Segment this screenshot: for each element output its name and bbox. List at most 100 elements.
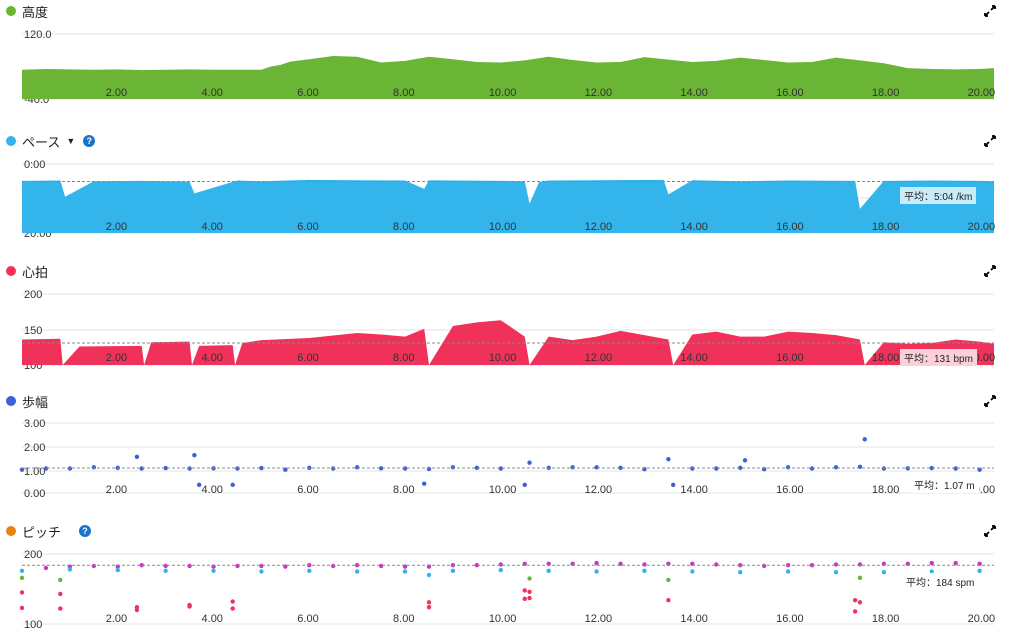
- data-point: [283, 467, 288, 472]
- data-point: [852, 598, 858, 603]
- data-point: [570, 465, 575, 470]
- heart-rate-average-badge: 平均：131 bpm: [900, 349, 977, 366]
- stride-panel: 歩幅 3.00 2.00 1.00 0.00 2.00 4.00 6.00 8.00 10.00…: [0, 390, 1024, 500]
- pace-chart: 0:0010:0020:002.004.006.008.0010.0012.00…: [22, 159, 995, 240]
- x-tick-label: 8.00: [393, 484, 414, 496]
- data-point: [977, 568, 982, 573]
- expand-icon[interactable]: [984, 135, 996, 147]
- x-tick-label: 6.00: [297, 221, 318, 233]
- data-point: [690, 569, 695, 574]
- x-tick-label: 18.00: [872, 613, 900, 625]
- data-point: [91, 563, 97, 569]
- x-tick-label: 10.00: [489, 613, 517, 625]
- y-tick-label: 100: [24, 619, 42, 631]
- x-tick-label: 14.00: [680, 484, 708, 496]
- x-tick-label: 8.00: [393, 352, 414, 364]
- data-point: [761, 563, 767, 569]
- data-point: [546, 568, 551, 573]
- question-icon[interactable]: ?: [83, 135, 96, 147]
- data-point: [163, 568, 168, 573]
- data-point: [134, 607, 140, 613]
- stride-average-badge: 平均：1.07 m: [910, 476, 979, 493]
- data-point: [527, 460, 532, 465]
- data-point: [230, 599, 235, 604]
- stride-legend-dot: [6, 396, 16, 406]
- cadence-legend-dot: [6, 526, 16, 536]
- x-tick-label: 10.00: [489, 352, 517, 364]
- data-point: [929, 465, 934, 471]
- x-tick-label: 16.00: [776, 221, 804, 233]
- x-tick-label: 16.00: [776, 613, 804, 625]
- data-point: [187, 604, 192, 609]
- data-point: [354, 465, 360, 470]
- data-point: [426, 466, 432, 472]
- altitude-chart: 120.0-40.02.00 4.00 6.00 8.00 10.00 12.00 14.0…: [22, 29, 995, 106]
- x-tick-label: 6.00: [297, 87, 318, 99]
- pace-label: ペース: [22, 134, 61, 150]
- data-point: [211, 568, 216, 573]
- data-point: [58, 591, 63, 597]
- data-point: [618, 465, 623, 470]
- data-point: [594, 560, 599, 566]
- x-tick-label: 12.00: [585, 352, 613, 364]
- data-point: [833, 570, 839, 575]
- expand-icon[interactable]: [984, 525, 996, 537]
- x-tick-label: 6.00: [297, 613, 318, 625]
- data-point: [163, 563, 168, 569]
- x-tick-label: 18.00: [872, 484, 900, 496]
- x-tick-label: 16.00: [776, 352, 804, 364]
- data-point: [230, 606, 235, 611]
- x-tick-label: 2.00: [106, 613, 127, 625]
- x-tick-label: 12.00: [585, 221, 613, 233]
- data-point: [43, 565, 49, 571]
- data-point: [43, 466, 49, 471]
- cadence-panel: ピッチ ? 200 100 2.00 4.00 6.00 8.00 10.00 12.00 14…: [0, 520, 1024, 636]
- data-point: [422, 481, 427, 486]
- y-tick-label: 0.00: [24, 488, 45, 500]
- data-point: [426, 572, 432, 578]
- data-point: [259, 563, 264, 569]
- expand-icon[interactable]: [984, 5, 996, 17]
- x-tick-label: 12.00: [585, 87, 613, 99]
- data-point: [714, 562, 719, 567]
- area-series: [22, 179, 994, 233]
- data-point: [929, 560, 934, 566]
- data-point: [19, 575, 25, 580]
- altitude-legend-dot: [6, 6, 16, 16]
- data-point: [738, 563, 743, 568]
- data-point: [19, 605, 25, 611]
- heart-rate-label: 心拍: [22, 264, 49, 280]
- expand-icon[interactable]: [984, 265, 996, 277]
- question-icon[interactable]: ?: [79, 525, 92, 537]
- data-point: [230, 482, 235, 488]
- stride-label: 歩幅: [22, 394, 49, 410]
- data-point: [738, 465, 743, 470]
- data-point: [19, 568, 25, 573]
- heart-rate-legend-dot: [6, 266, 16, 276]
- data-point: [522, 482, 527, 488]
- x-tick-label: 2.00: [106, 352, 127, 364]
- data-point: [666, 598, 671, 603]
- pace-average-badge: 平均：5:04 /km: [900, 187, 977, 204]
- data-point: [522, 588, 527, 593]
- data-point: [187, 563, 192, 569]
- x-tick-label: 18.00: [872, 87, 900, 99]
- x-tick-label: 10.00: [489, 87, 517, 99]
- x-tick-label: 16.00: [776, 87, 804, 99]
- y-tick-label: 3.00: [24, 418, 45, 430]
- data-point: [450, 465, 456, 470]
- caret-down-icon[interactable]: ▼: [66, 136, 76, 146]
- data-point: [527, 576, 532, 581]
- pace-panel: ペース ▼ ? 0:0010:0020:002.004.006.008.0010…: [0, 130, 1024, 240]
- expand-icon[interactable]: [984, 395, 996, 407]
- data-point: [331, 563, 336, 569]
- data-point: [450, 568, 456, 573]
- stride-chart: 3.00 2.00 1.00 0.00 2.00 4.00 6.00 8.00 10.00 12.…: [19, 418, 995, 500]
- x-tick-label: 14.00: [680, 221, 708, 233]
- y-tick-label: 2.00: [24, 442, 45, 454]
- data-point: [474, 563, 480, 568]
- altitude-panel: 高度 120.0 -40.0 2.00 4.00 6.00 8.00 10.00 12.00 1…: [0, 0, 1024, 110]
- data-point: [666, 577, 671, 583]
- data-point: [977, 467, 982, 472]
- y-tick-label: 1.00: [24, 466, 45, 478]
